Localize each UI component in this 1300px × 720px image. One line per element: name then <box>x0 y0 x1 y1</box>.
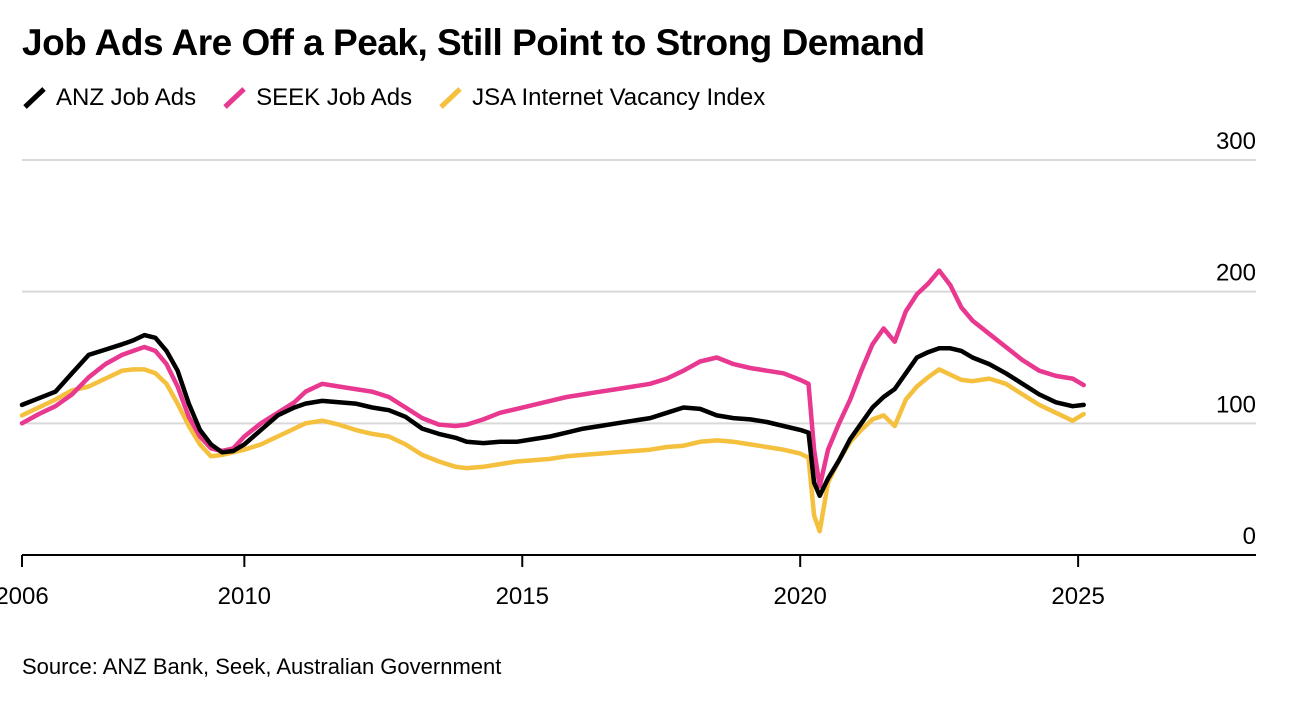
x-tick-label-2010: 2010 <box>218 583 271 610</box>
series-line-seek-job-ads <box>19 268 1086 489</box>
y-tick-label-200: 200 <box>1216 260 1256 287</box>
legend-label: SEEK Job Ads <box>256 84 413 111</box>
chart-legend: ANZ Job Ads SEEK Job Ads JSA Internet Vaca… <box>22 84 765 112</box>
legend-item: SEEK Job Ads <box>222 84 412 112</box>
series-line-anz-job-ads <box>19 332 1086 499</box>
legend-item: ANZ Job Ads <box>22 84 196 112</box>
series-line-jsa-internet-vacancy-index <box>19 367 1086 534</box>
y-tick-label-0: 0 <box>1243 523 1256 550</box>
legend-swatch-icon <box>439 87 462 109</box>
x-tick-label-2006: 2006 <box>0 583 49 610</box>
y-tick-label-300: 300 <box>1216 128 1256 155</box>
legend-label: ANZ Job Ads <box>56 84 197 111</box>
y-tick-label-100: 100 <box>1216 391 1256 418</box>
legend-swatch-icon <box>223 87 246 109</box>
x-tick-label-2025: 2025 <box>1051 583 1104 610</box>
x-tick-label-2015: 2015 <box>496 583 549 610</box>
legend-label: JSA Internet Vacancy Index <box>472 84 766 111</box>
chart-plot: 0 100 200 300 2006 2010 2015 2020 2025 <box>0 128 1256 610</box>
chart-source-note: Source: ANZ Bank, Seek, Australian Gover… <box>22 654 502 679</box>
legend-item: JSA Internet Vacancy Index <box>438 84 765 112</box>
legend-swatch-icon <box>23 87 46 109</box>
x-tick-label-2020: 2020 <box>774 583 827 610</box>
chart-title: Job Ads Are Off a Peak, Still Point to S… <box>22 22 925 63</box>
